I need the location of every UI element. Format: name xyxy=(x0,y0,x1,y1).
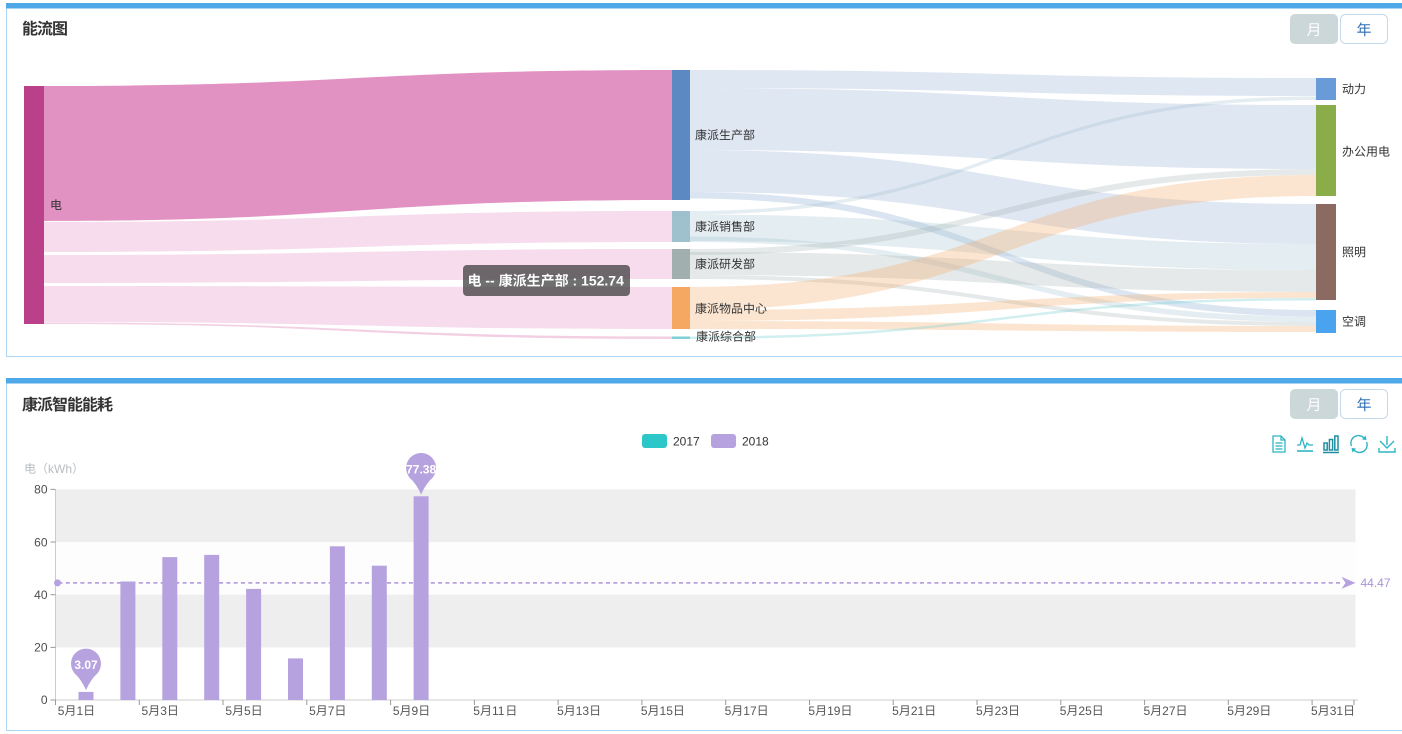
svg-text:5: 5 xyxy=(1227,704,1234,718)
svg-text:60: 60 xyxy=(34,535,48,549)
svg-text:5: 5 xyxy=(58,704,65,718)
svg-text:5: 5 xyxy=(1060,704,1067,718)
svg-text:5: 5 xyxy=(309,704,316,718)
svg-text:13: 13 xyxy=(576,704,590,718)
svg-text:3.07: 3.07 xyxy=(74,658,98,672)
svg-text:80: 80 xyxy=(34,483,48,497)
svg-text:29: 29 xyxy=(1246,704,1260,718)
svg-text:77.38: 77.38 xyxy=(406,463,436,477)
svg-text:21: 21 xyxy=(911,704,925,718)
svg-text:27: 27 xyxy=(1162,704,1176,718)
svg-text:15: 15 xyxy=(660,704,674,718)
svg-text:25: 25 xyxy=(1078,704,1092,718)
svg-text:5: 5 xyxy=(1144,704,1151,718)
svg-text:7: 7 xyxy=(328,704,335,718)
svg-text:5: 5 xyxy=(557,704,564,718)
svg-text:31: 31 xyxy=(1330,704,1344,718)
svg-text:5: 5 xyxy=(641,704,648,718)
svg-text:40: 40 xyxy=(34,588,48,602)
svg-text:2018: 2018 xyxy=(742,435,769,449)
svg-text:0: 0 xyxy=(41,693,48,707)
svg-text:5: 5 xyxy=(473,704,480,718)
svg-text:2017: 2017 xyxy=(673,435,700,449)
svg-text:--: -- xyxy=(485,273,495,289)
svg-text:kWh: kWh xyxy=(48,462,72,476)
svg-text:23: 23 xyxy=(995,704,1009,718)
svg-text:5: 5 xyxy=(1311,704,1318,718)
svg-text:5: 5 xyxy=(976,704,983,718)
svg-text:17: 17 xyxy=(743,704,757,718)
svg-text:5: 5 xyxy=(142,704,149,718)
svg-text:11: 11 xyxy=(492,704,505,718)
svg-text:: 152.74: : 152.74 xyxy=(573,273,625,289)
svg-text:5: 5 xyxy=(892,704,899,718)
svg-text:3: 3 xyxy=(160,704,167,718)
svg-text:44.47: 44.47 xyxy=(1361,576,1391,590)
svg-text:9: 9 xyxy=(412,704,419,718)
svg-text:5: 5 xyxy=(808,704,815,718)
svg-text:5: 5 xyxy=(225,704,232,718)
svg-text:1: 1 xyxy=(76,704,83,718)
svg-text:5: 5 xyxy=(393,704,400,718)
svg-text:19: 19 xyxy=(827,704,841,718)
svg-text:20: 20 xyxy=(34,641,48,655)
svg-text:5: 5 xyxy=(725,704,732,718)
svg-text:5: 5 xyxy=(244,704,251,718)
